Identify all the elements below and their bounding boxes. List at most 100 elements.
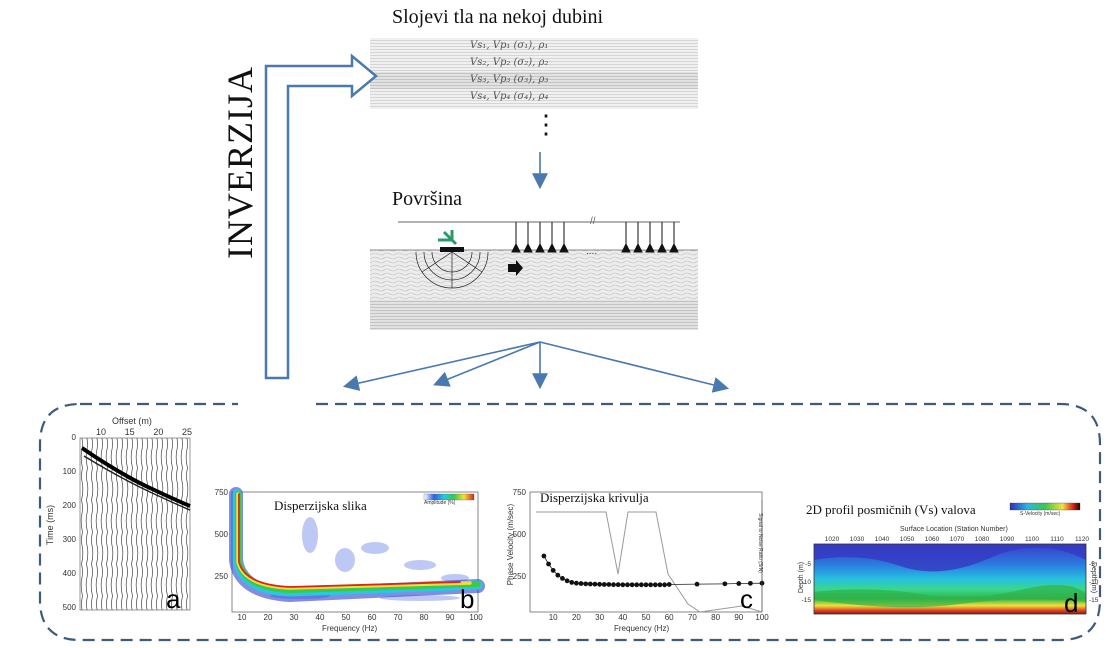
time-tick: 300 [63, 535, 77, 544]
d-x-tick: 1040 [875, 536, 890, 543]
data-point [657, 582, 663, 588]
d-x-tick: 1110 [1050, 536, 1064, 543]
data-point [643, 582, 649, 588]
data-point [550, 568, 556, 573]
line-break-mark: // [590, 216, 596, 227]
data-point [583, 581, 589, 587]
panel-d-title: 2D profil posmičnih (Vs) valova [806, 502, 976, 517]
panel-a-offset-label: Offset (m) [112, 416, 152, 426]
d-x-tick: 1070 [950, 536, 965, 543]
d-y-tick-right: -15 [1089, 597, 1099, 604]
results-dashed-frame [38, 402, 1102, 642]
b-y-tick: 750 [215, 488, 229, 497]
c-x-tick: 70 [688, 613, 697, 622]
d-x-tick: 1090 [1000, 536, 1015, 543]
data-point [541, 553, 547, 559]
data-point [722, 581, 728, 587]
surface-title: Površina [392, 188, 462, 210]
panel-c-title: Disperzijska krivulja [540, 490, 649, 505]
data-point [748, 580, 753, 586]
d-x-tick: 1120 [1075, 536, 1089, 543]
panel-b-letter: b [460, 584, 475, 614]
surface-box [370, 221, 698, 330]
b-x-tick: 90 [446, 613, 455, 622]
panel-a-time-label: Time (ms) [45, 504, 56, 546]
b-x-tick: 70 [394, 613, 403, 622]
d-y-tick-right: -5 [1089, 561, 1095, 568]
layers-title: Slojevi tla na nekoj dubini [392, 6, 604, 28]
offset-tick: 15 [124, 427, 135, 437]
offset-tick: 20 [153, 427, 164, 437]
data-point [629, 582, 635, 588]
layer-row-1: Vs₁, Vp₁ (σ₁), ρ₁ [470, 40, 549, 51]
d-y-tick-left: -5 [805, 561, 811, 568]
d-x-tick: 1080 [975, 536, 990, 543]
panel-a-offset-ticks: 10 15 20 25 [96, 427, 192, 437]
data-point [615, 582, 621, 588]
data-point [587, 581, 593, 587]
panel-b-colorbar-label: Amplitude (%) [424, 500, 456, 506]
data-point [601, 582, 607, 587]
c-x-tick: 60 [665, 613, 674, 622]
c-x-tick: 20 [572, 613, 581, 622]
dispersion-points [541, 553, 765, 588]
b-x-tick: 10 [238, 613, 247, 622]
data-point [569, 580, 575, 585]
d-y-tick-left: -15 [802, 597, 812, 604]
data-point [574, 580, 579, 586]
panel-d-vs-profile [813, 502, 1087, 615]
time-tick: 500 [63, 603, 77, 612]
panel-c-ylabel: Phase Velocity (m/sec) [506, 503, 516, 586]
soil-layers-box [370, 38, 698, 109]
data-point [546, 561, 551, 567]
c-x-tick: 80 [711, 613, 720, 622]
data-point [606, 582, 612, 587]
panel-b-dispersion-image [229, 487, 485, 613]
offset-tick: 10 [96, 427, 107, 437]
d-x-tick: 1100 [1025, 536, 1039, 543]
b-x-tick: 20 [264, 613, 273, 622]
b-y-tick: 500 [215, 530, 229, 539]
c-x-tick: 10 [549, 613, 558, 622]
fan-arrows [342, 341, 730, 393]
c-y-tick: 750 [513, 488, 527, 497]
data-point [564, 578, 570, 584]
c-x-tick: 40 [618, 613, 627, 622]
data-point [620, 582, 626, 588]
data-point [578, 581, 584, 586]
c-y-tick: 250 [513, 572, 527, 581]
panel-d-xlabel: Surface Location (Station Number) [900, 526, 1008, 533]
panel-b-title: Disperzijska slika [274, 498, 367, 513]
d-x-tick: 1020 [825, 536, 840, 543]
panel-a-seismogram [79, 437, 191, 611]
inversion-arrow [264, 53, 378, 380]
time-tick: 200 [63, 501, 77, 510]
panel-b-xlabel: Frequency (Hz) [322, 624, 378, 633]
layer-row-4: Vs₄, Vp₄ (σ₄), ρ₄ [470, 91, 549, 102]
d-x-tick: 1030 [850, 536, 865, 543]
data-point [592, 581, 598, 587]
geophone-dots: .... [586, 246, 597, 257]
b-x-tick: 100 [469, 613, 483, 622]
time-tick: 100 [63, 467, 77, 476]
time-tick: 400 [63, 569, 77, 578]
offset-tick: 25 [181, 427, 192, 437]
panel-c-dispersion-curve [529, 491, 765, 613]
data-point [736, 581, 742, 586]
b-y-tick: 250 [215, 572, 229, 581]
panel-a-letter: a [166, 584, 181, 614]
panel-d-ylabel-right: Depth (m) [1090, 561, 1098, 594]
b-x-tick: 80 [420, 613, 429, 622]
b-x-tick: 50 [342, 613, 351, 622]
panel-d-letter: d [1064, 588, 1079, 618]
layer-row-2: Vs₂, Vp₂ (σ₂), ρ₂ [470, 57, 549, 68]
data-point [597, 581, 602, 587]
c-x-tick: 90 [734, 613, 743, 622]
panel-c-xlabel: Frequency (Hz) [614, 624, 670, 633]
data-point [625, 582, 630, 588]
c-x-tick: 100 [755, 613, 769, 622]
data-point [662, 582, 667, 588]
data-point [560, 576, 565, 581]
panel-c-letter: c [740, 584, 753, 614]
